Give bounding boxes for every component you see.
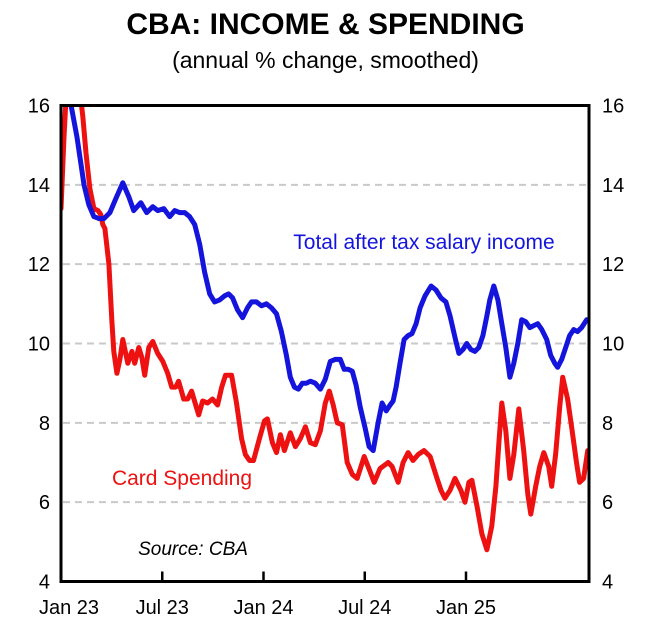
y-axis-label-left: 10 <box>28 334 50 356</box>
y-axis-label-left: 8 <box>39 413 50 435</box>
x-axis-label: Jul 24 <box>338 597 391 619</box>
y-axis-label-left: 4 <box>39 572 50 594</box>
y-axis-label-right: 14 <box>602 175 624 197</box>
x-axis-label: Jan 25 <box>436 597 496 619</box>
y-axis-label-right: 10 <box>602 334 624 356</box>
y-axis-label-right: 6 <box>602 492 613 514</box>
chart-title: CBA: INCOME & SPENDING <box>126 8 525 41</box>
series-line-income <box>68 106 588 454</box>
x-axis-label: Jan 23 <box>39 597 99 619</box>
y-axis-label-left: 12 <box>28 254 50 276</box>
x-axis-label: Jan 24 <box>233 597 293 619</box>
y-axis-label-right: 8 <box>602 413 613 435</box>
y-axis-label-left: 6 <box>39 492 50 514</box>
series-line-spending <box>62 106 588 553</box>
source-note: Source: CBA <box>138 539 248 560</box>
y-axis-label-right: 12 <box>602 254 624 276</box>
plot-border <box>59 104 591 583</box>
y-axis-label-left: 14 <box>28 175 50 197</box>
y-axis-label-right: 16 <box>602 96 624 118</box>
chart-subtitle: (annual % change, smoothed) <box>172 47 479 73</box>
spending-series-label: Card Spending <box>111 467 253 490</box>
y-axis-label-left: 16 <box>28 96 50 118</box>
income-series-label: Total after tax salary income <box>293 231 555 254</box>
x-axis-label: Jul 23 <box>136 597 189 619</box>
y-axis-label-right: 4 <box>602 572 613 594</box>
